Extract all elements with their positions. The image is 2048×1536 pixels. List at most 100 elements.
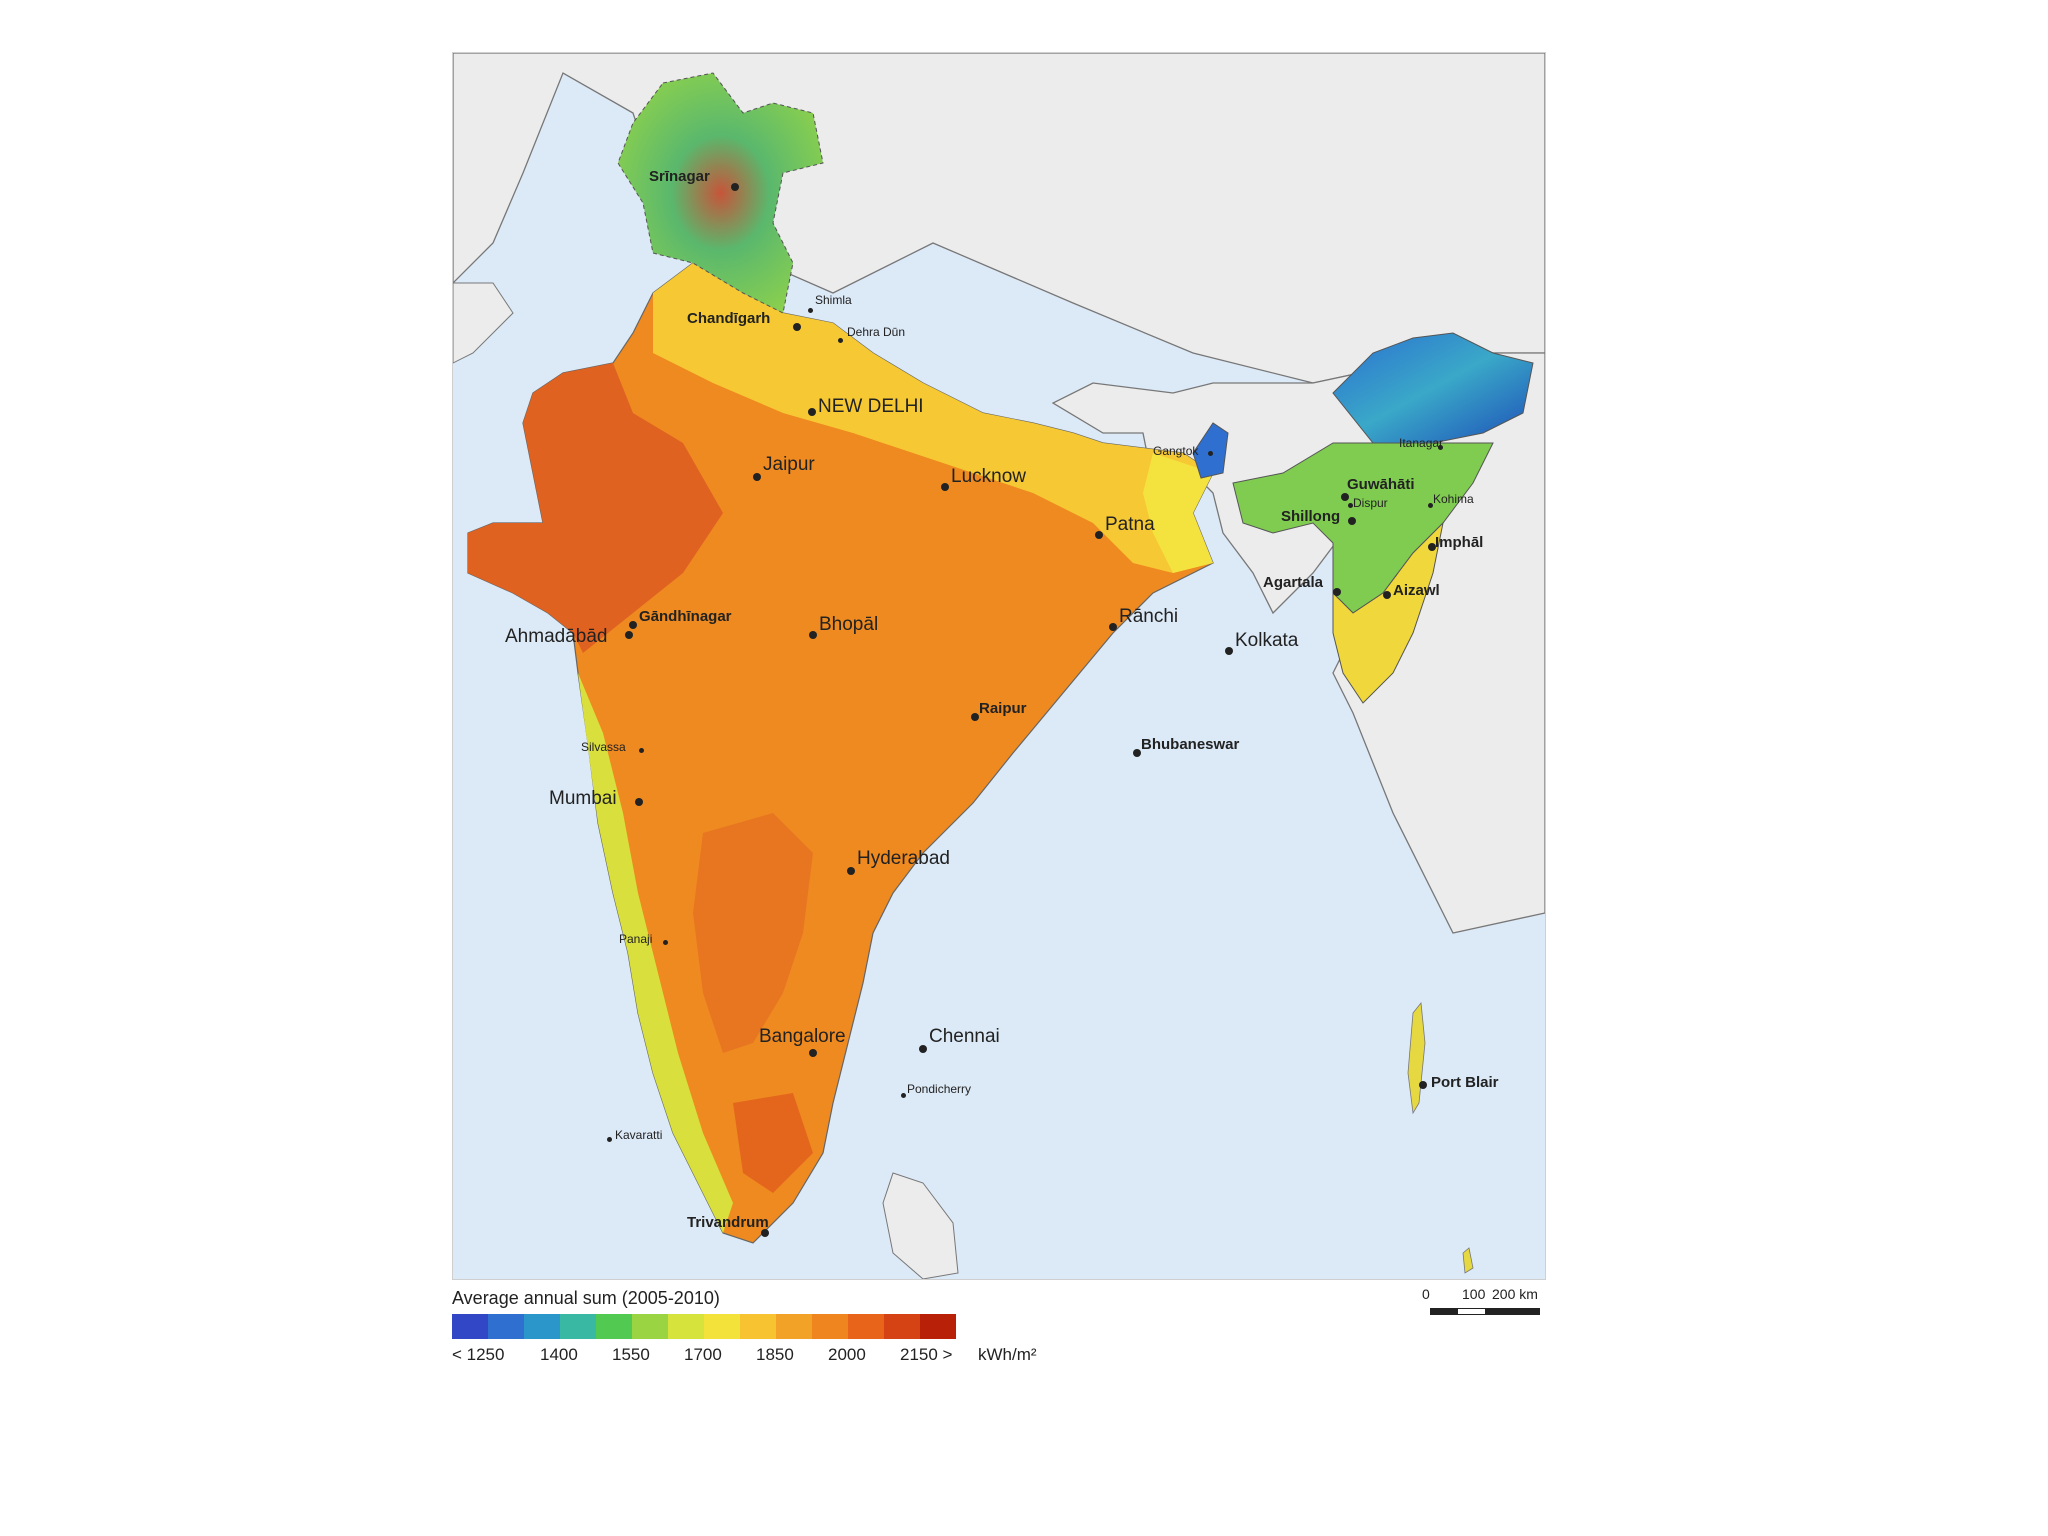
city-marker-guw-h-ti [1341,493,1349,501]
scale-label-0: 0 [1422,1286,1430,1302]
legend-swatch-2 [524,1314,560,1339]
legend-swatch-12 [884,1314,920,1339]
city-marker-shillong [1348,517,1356,525]
city-label-imph-l: Imphāl [1435,534,1484,551]
city-label-ahmad-b-d: Ahmadābād [505,626,608,647]
city-label-mumbai: Mumbai [549,788,617,809]
city-marker-r-nchi [1109,623,1117,631]
city-label-patna: Patna [1105,514,1155,535]
city-marker-hyderabad [847,867,855,875]
neighbor-land-east [1051,352,1545,934]
city-label-silvassa: Silvassa [581,740,626,754]
legend-swatch-7 [704,1314,740,1339]
city-marker-lucknow [941,483,949,491]
legend-swatch-13 [920,1314,956,1339]
city-marker-jaipur [753,473,761,481]
city-marker-agartala [1333,588,1341,596]
zone-sikkim [1192,422,1229,479]
city-marker-gangtok [1208,451,1213,456]
zone-east-yellow [1143,453,1213,573]
city-label-bhubaneswar: Bhubaneswar [1141,736,1240,753]
city-label-aizawl: Aizawl [1393,582,1440,599]
city-marker-sr-nagar [731,183,739,191]
zone-northeast-south [1332,521,1444,704]
neighbor-land-srilanka [882,1172,959,1279]
city-marker-chennai [919,1045,927,1053]
city-marker-trivandrum [761,1229,769,1237]
city-marker-panaji [663,940,668,945]
neighbor-land-north [453,53,1545,384]
legend-unit: kWh/m² [978,1345,1037,1364]
city-label-dispur: Dispur [1353,496,1388,510]
city-label-new-delhi: NEW DELHI [818,396,924,417]
scale-label-100: 100 [1462,1286,1486,1302]
legend-tick-label: 2150 > [900,1345,953,1364]
city-marker-bhubaneswar [1133,749,1141,757]
city-marker-port-blair [1419,1081,1427,1089]
city-label-panaji: Panaji [619,932,653,946]
legend-swatch-3 [560,1314,596,1339]
city-label-shimla: Shimla [815,293,852,307]
city-marker-dispur [1348,503,1353,508]
legend-tick-label: < 1250 [452,1345,505,1364]
zone-deccan [693,813,813,1053]
city-marker-aizawl [1383,591,1391,599]
city-label-raipur: Raipur [979,700,1027,717]
neighbor-land-west [453,282,514,364]
legend-tick-label: 1850 [756,1345,794,1364]
legend-swatch-1 [488,1314,524,1339]
legend-tick-label: 1400 [540,1345,578,1364]
city-label-kolkata: Kolkata [1235,630,1299,651]
city-marker-kolkata [1225,647,1233,655]
city-label-trivandrum: Trivandrum [687,1214,769,1231]
legend-swatch-5 [632,1314,668,1339]
city-label-jaipur: Jaipur [763,454,815,475]
city-marker-bangalore [809,1049,817,1057]
city-marker-dehra-d-n [838,338,843,343]
city-label-bhop-l: Bhopāl [819,614,879,635]
zone-ganga-plain [653,263,1213,573]
city-label-dehra-d-n: Dehra Dūn [847,325,906,339]
city-marker-pondicherry [901,1093,906,1098]
city-label-kavaratti: Kavaratti [615,1128,663,1142]
scale-line [1430,1308,1540,1315]
city-marker-ahmad-b-d [625,631,633,639]
legend-swatch-0 [452,1314,488,1339]
andaman-islands [1407,1001,1426,1115]
city-marker-patna [1095,531,1103,539]
map-svg [453,53,1545,1279]
city-label-g-ndh-nagar: Gāndhīnagar [639,608,732,625]
city-marker-chand-garh [793,323,801,331]
zone-west-coast [578,673,733,1233]
scale-bar: 0 100 200 km [1422,1286,1552,1326]
city-marker-shimla [808,308,813,313]
legend-swatch-10 [812,1314,848,1339]
city-label-shillong: Shillong [1281,508,1341,525]
scale-label-200: 200 km [1492,1286,1538,1302]
city-marker-bhop-l [809,631,817,639]
city-marker-kohima [1428,503,1433,508]
legend-swatch-8 [740,1314,776,1339]
zone-himalaya [617,72,824,314]
city-marker-raipur [971,713,979,721]
city-label-lucknow: Lucknow [951,466,1026,487]
solar-irradiation-map: Srīnagar Shimla Chandīgarh Dehra Dūn NEW DEL… [452,52,1546,1280]
legend-color-bar [452,1314,956,1339]
legend-swatch-4 [596,1314,632,1339]
city-marker-kavaratti [607,1137,612,1142]
legend-tick-label: 2000 [828,1345,866,1364]
nicobar-islands [1462,1247,1474,1274]
city-label-r-nchi: Rānchi [1119,606,1179,627]
city-marker-new-delhi [808,408,816,416]
city-marker-silvassa [639,748,644,753]
city-label-agartala: Agartala [1263,574,1324,591]
city-marker-imph-l [1428,543,1436,551]
city-label-itanagar: Itanagar [1399,436,1444,450]
zone-tamilnadu [733,1093,813,1193]
city-marker-itanagar [1438,445,1443,450]
legend-swatch-11 [848,1314,884,1339]
legend-swatch-6 [668,1314,704,1339]
legend-title: Average annual sum (2005-2010) [452,1288,720,1308]
city-label-hyderabad: Hyderabad [857,848,950,869]
legend-swatch-9 [776,1314,812,1339]
